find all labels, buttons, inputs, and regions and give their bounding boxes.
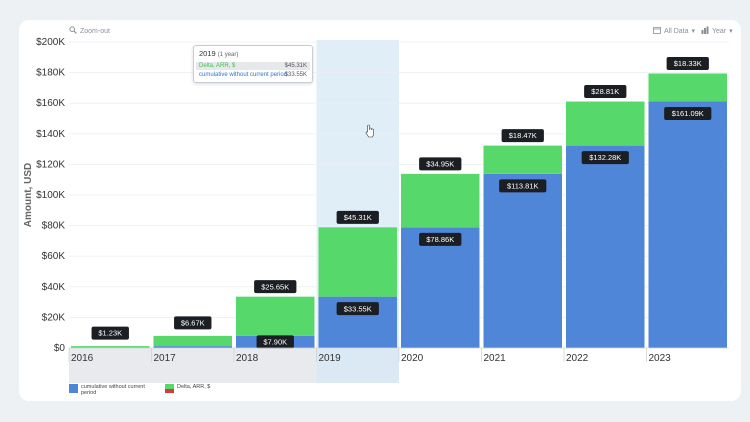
- y-tick-label: $120K: [36, 159, 65, 170]
- y-tick-label: $0: [54, 343, 66, 354]
- calendar-icon: [653, 26, 661, 36]
- bar-chart-icon: [701, 26, 709, 36]
- zoom-out-button[interactable]: Zoom-out: [69, 26, 110, 36]
- zoom-out-label: Zoom-out: [80, 27, 110, 35]
- delta-label-2018: $25.65K: [261, 282, 289, 291]
- bar-delta-2022: [566, 101, 645, 146]
- tooltip-row-delta: Delta, ARR, $ $45.31K: [196, 62, 310, 70]
- bar-cumulative-2017: [153, 346, 232, 348]
- y-tick-label: $20K: [42, 312, 66, 323]
- tooltip-row-cumulative: cumulative without current period $33.55K: [199, 72, 307, 78]
- y-tick-label: $40K: [42, 282, 66, 293]
- range-label: All Data: [664, 27, 689, 35]
- y-tick-label: $140K: [36, 129, 65, 140]
- bar-delta-2019: [318, 227, 397, 297]
- y-tick-label: $200K: [36, 37, 65, 48]
- bar-cumulative-2023: [648, 101, 727, 348]
- x-tick-label: 2017: [154, 353, 177, 364]
- bar-delta-2021: [483, 145, 562, 174]
- bar-cumulative-2020: [401, 227, 480, 348]
- legend-label: Delta, ARR, $: [177, 384, 211, 390]
- x-tick-label: 2016: [71, 353, 94, 364]
- x-tick-label: 2020: [401, 353, 424, 364]
- delta-label-2022-box: [584, 85, 627, 99]
- stacked-bar-chart: $0 $20K $40K $60K $80K $100K $120K $140K $160K $1…: [23, 37, 729, 383]
- delta-label-2017-box: [174, 316, 212, 330]
- y-tick-label: $80K: [42, 221, 66, 232]
- delta-label-2019-box: [336, 210, 379, 224]
- cumulative-label-2023: $161.09K: [672, 109, 704, 118]
- delta-label-2019: $45.31K: [344, 213, 372, 222]
- x-tick-label: 2018: [236, 353, 259, 364]
- legend-item-delta[interactable]: Delta, ARR, $: [165, 384, 210, 396]
- x-tick-label: 2023: [649, 353, 672, 364]
- delta-label-2017: $6.67K: [181, 319, 205, 328]
- legend-label: cumulative without current period: [81, 384, 145, 396]
- bar-delta-2018: [236, 296, 315, 336]
- y-tick-label: $160K: [36, 98, 65, 109]
- cumulative-label-2019-box: [336, 302, 379, 316]
- delta-label-2022: $28.81K: [591, 87, 619, 96]
- y-tick-label: $180K: [36, 68, 65, 79]
- chart-legend: cumulative without current period Delta,…: [69, 384, 210, 396]
- delta-label-2020: $34.95K: [426, 159, 454, 168]
- magnifier-icon: [69, 26, 77, 36]
- bar-delta-2023: [648, 73, 727, 102]
- legend-swatch-blue: [69, 384, 78, 393]
- x-tick-label: 2021: [484, 353, 507, 364]
- legend-item-cumulative[interactable]: cumulative without current period: [69, 384, 151, 396]
- bar-delta-2017: [153, 335, 232, 347]
- x-tick-label: 2022: [566, 353, 589, 364]
- caret-down-icon: ▾: [691, 28, 696, 35]
- delta-label-2018-box: [254, 280, 297, 294]
- cumulative-label-2022-box: [581, 151, 629, 165]
- bar-cumulative-2021: [483, 173, 562, 348]
- delta-label-2023: $18.33K: [674, 59, 702, 68]
- delta-label-2016-box: [91, 326, 129, 340]
- bar-delta-2016: [71, 346, 150, 348]
- tooltip-title: 2019 (1 year): [199, 49, 239, 58]
- cumulative-label-2018-box: [256, 335, 294, 349]
- legend-swatch-green-red: [165, 384, 174, 393]
- cumulative-label-2023-box: [664, 107, 712, 121]
- period-label: Year: [712, 27, 727, 35]
- cumulative-label-2021-box: [499, 179, 547, 193]
- cumulative-label-2020-box: [419, 232, 462, 246]
- cumulative-label-2022: $132.28K: [589, 153, 621, 162]
- chart-tooltip: 2019 (1 year) Delta, ARR, $ $45.31K cumula…: [193, 45, 313, 83]
- cumulative-label-2020: $78.86K: [426, 235, 454, 244]
- delta-label-2023-box: [666, 56, 709, 70]
- delta-label-2016: $1.23K: [98, 329, 122, 338]
- delta-label-2021-box: [501, 129, 544, 143]
- y-axis-title: Amount, USD: [23, 163, 34, 227]
- caret-down-icon: ▾: [729, 28, 733, 35]
- hand-cursor-icon: [365, 124, 374, 138]
- range-dropdown[interactable]: All Data ▾: [653, 26, 695, 36]
- period-dropdown[interactable]: Year ▾: [701, 26, 733, 36]
- delta-label-2020-box: [419, 157, 462, 171]
- chart-card: Zoom-out All Data ▾ Year ▾ $0 $20K $40K $60…: [19, 20, 741, 401]
- bar-cumulative-2022: [566, 145, 645, 348]
- delta-label-2021: $18.47K: [509, 131, 537, 140]
- cumulative-label-2019: $33.55K: [344, 304, 372, 313]
- cumulative-label-2021: $113.81K: [507, 181, 539, 190]
- cumulative-label-2018: $7.90K: [263, 338, 287, 347]
- y-tick-label: $100K: [36, 190, 65, 201]
- bar-delta-2020: [401, 173, 480, 228]
- y-tick-label: $60K: [42, 251, 66, 262]
- x-tick-label: 2019: [319, 353, 342, 364]
